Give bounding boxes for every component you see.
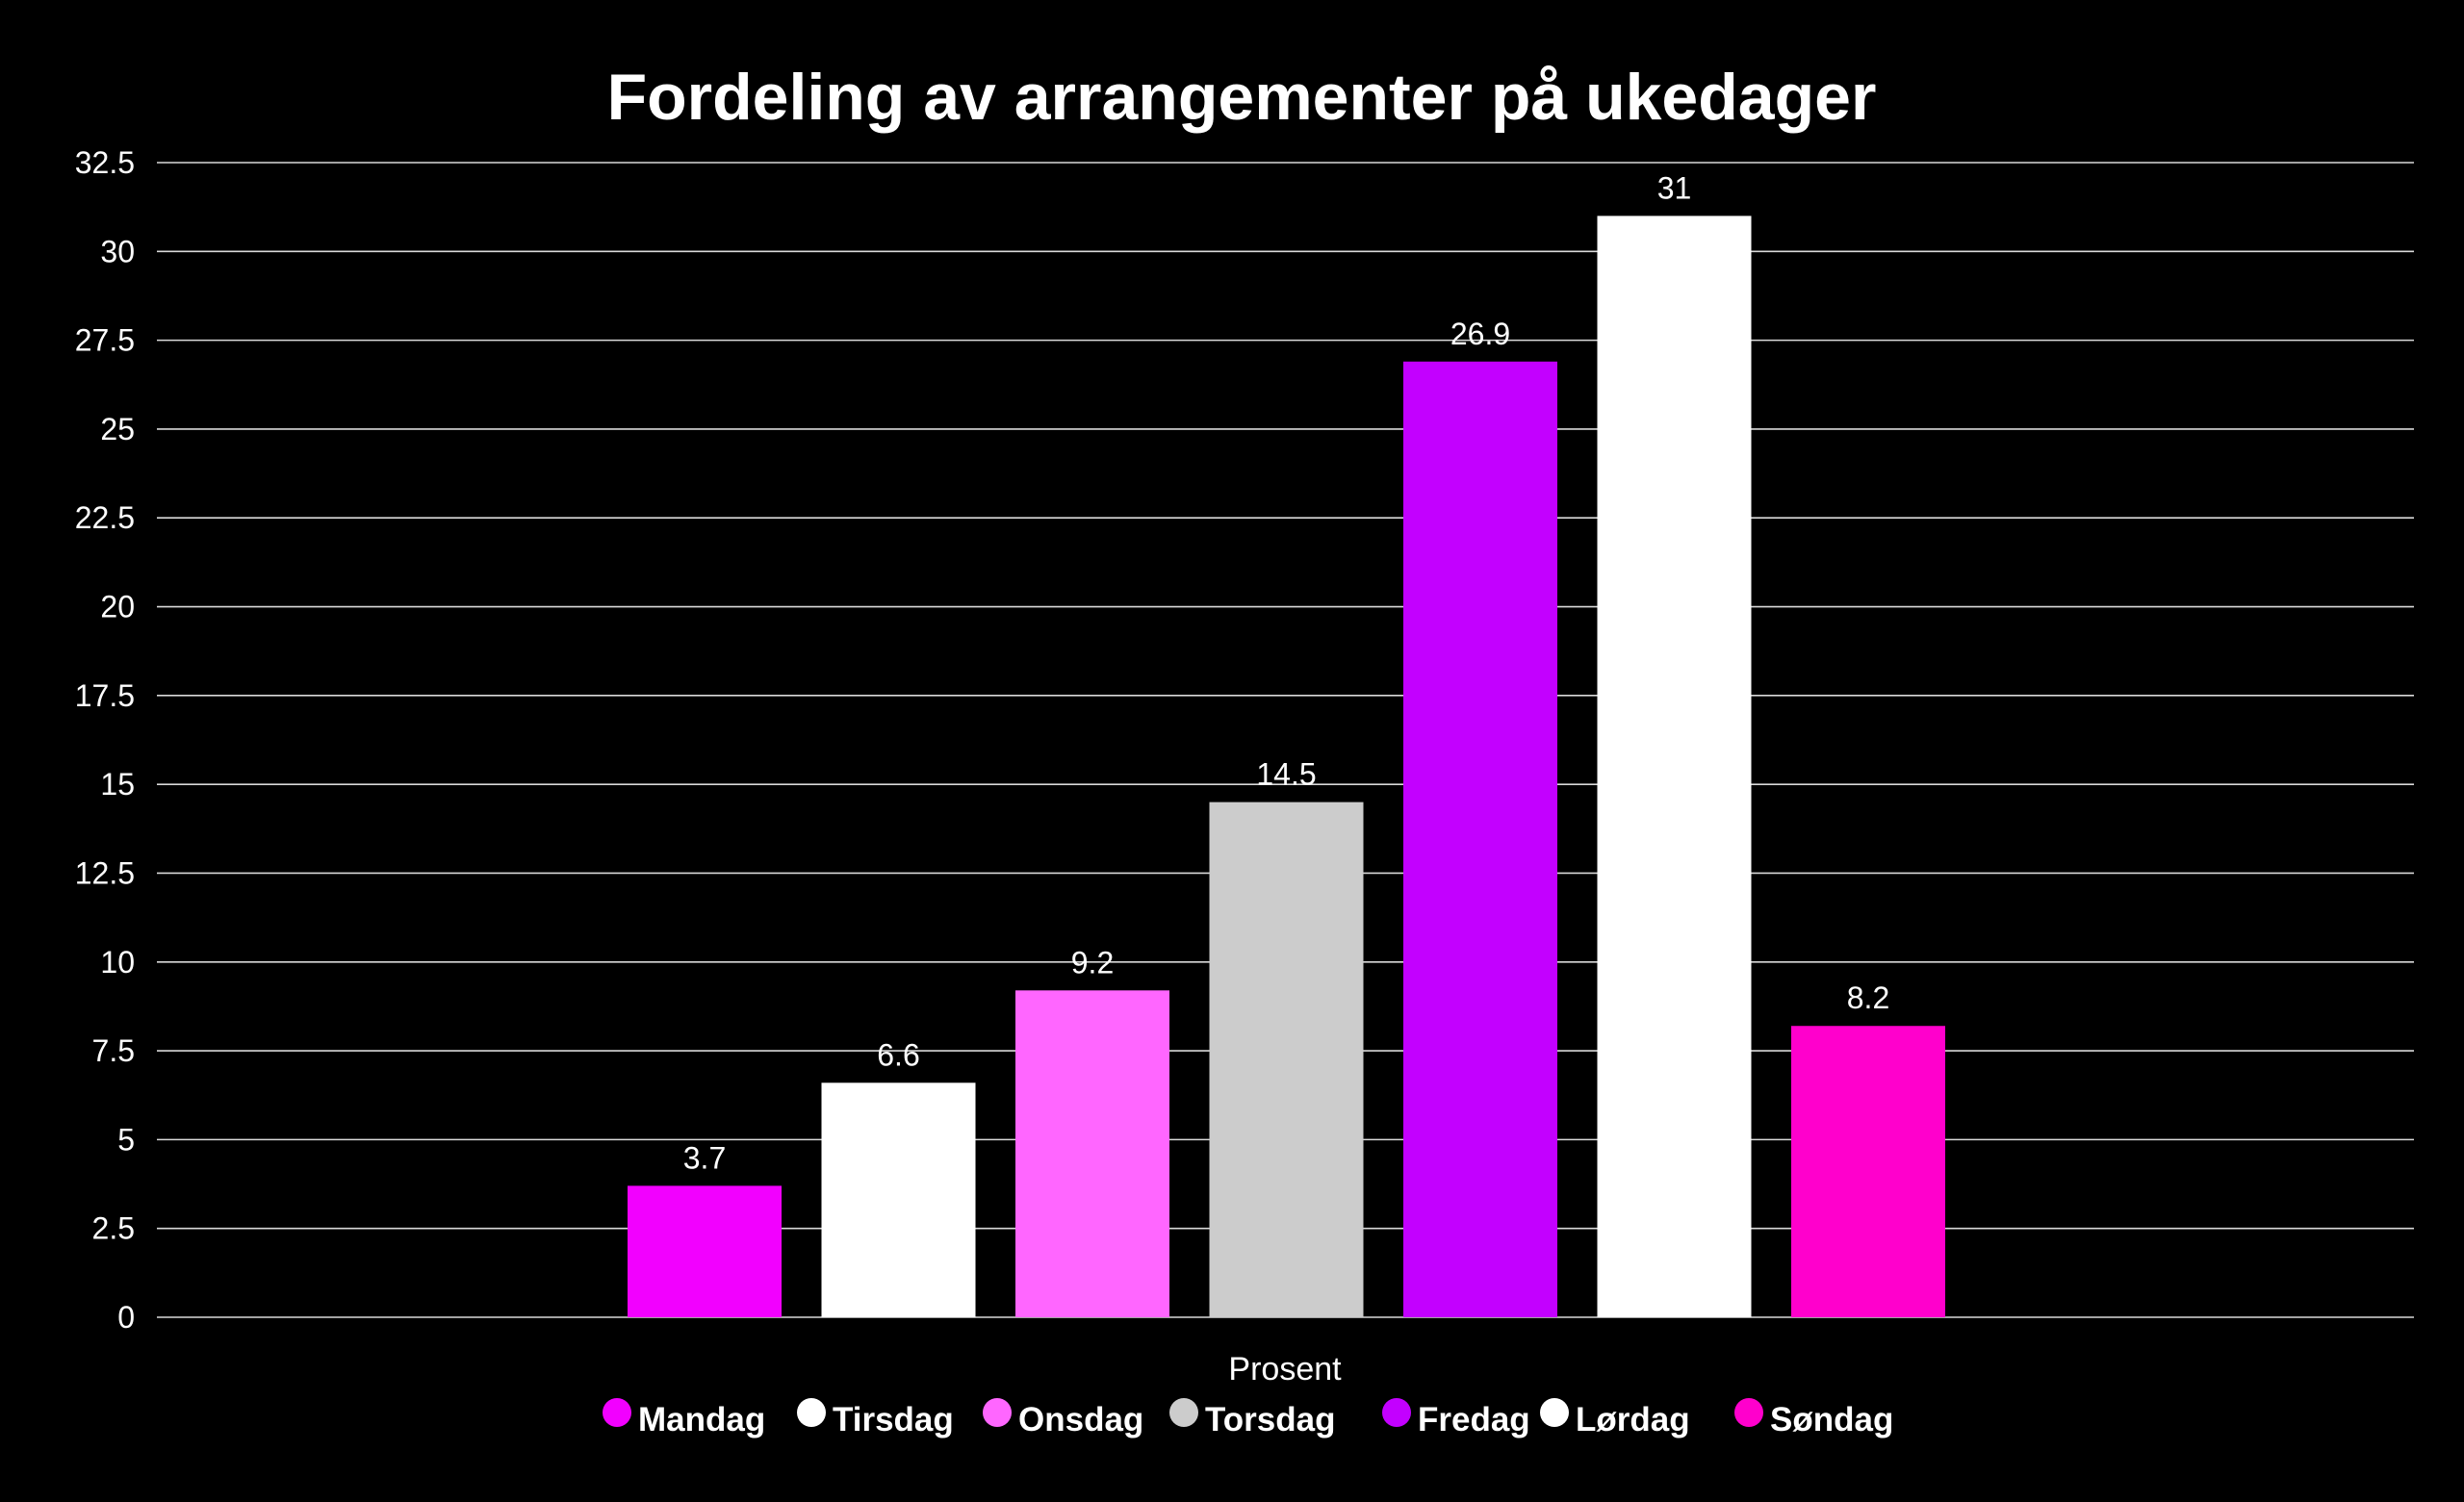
data-label: 3.7 — [683, 1140, 726, 1175]
y-tick-label: 22.5 — [75, 500, 135, 535]
chart-title: Fordeling av arrangementer på ukedager — [607, 61, 1877, 134]
legend-swatch — [1169, 1398, 1198, 1427]
data-label: 8.2 — [1847, 980, 1889, 1015]
y-tick-label: 15 — [100, 767, 135, 802]
bar-lørdag — [1597, 216, 1752, 1317]
legend-swatch — [983, 1398, 1012, 1427]
y-tick-label: 2.5 — [92, 1211, 135, 1246]
data-label: 9.2 — [1071, 945, 1114, 980]
legend-swatch — [1734, 1398, 1763, 1427]
y-tick-label: 30 — [100, 234, 135, 268]
legend-swatch — [1540, 1398, 1569, 1427]
y-tick-label: 32.5 — [75, 145, 135, 180]
data-label: 6.6 — [877, 1037, 919, 1072]
bar-onsdag — [1015, 990, 1169, 1317]
legend-entry: Onsdag — [1018, 1401, 1143, 1438]
y-tick-label: 25 — [100, 412, 135, 446]
legend-swatch — [603, 1398, 631, 1427]
bar-torsdag — [1209, 802, 1364, 1317]
legend-entry: Lørdag — [1576, 1401, 1690, 1438]
legend-entry: Fredag — [1418, 1401, 1530, 1438]
legend-entry: Torsdag — [1205, 1401, 1335, 1438]
bar-søndag — [1791, 1026, 1945, 1317]
bar-fredag — [1403, 361, 1557, 1317]
bar-tirsdag — [821, 1082, 976, 1317]
x-axis-label: Prosent — [1228, 1351, 1342, 1387]
data-labels: 3.7 6.6 9.2 14.5 26.9 31 8.2 — [683, 170, 1889, 1175]
y-tick-label: 12.5 — [75, 855, 135, 890]
y-tick-label: 17.5 — [75, 678, 135, 713]
y-tick-label: 0 — [117, 1300, 135, 1335]
legend-entry: Søndag — [1770, 1401, 1893, 1438]
y-tick-label: 10 — [100, 945, 135, 980]
legend-entry: Tirsdag — [833, 1401, 954, 1438]
bar-mandag — [628, 1185, 782, 1317]
bars — [628, 216, 1945, 1317]
y-tick-label: 20 — [100, 590, 135, 624]
y-tick-label: 27.5 — [75, 323, 135, 358]
legend-entry: Mandag — [638, 1401, 765, 1438]
data-label: 31 — [1657, 170, 1692, 205]
y-axis-ticks: 0 2.5 5 7.5 10 12.5 15 17.5 20 22.5 25 27.5 30 32.5 — [75, 145, 135, 1335]
y-tick-label: 5 — [117, 1122, 135, 1157]
legend-swatch — [1382, 1398, 1411, 1427]
data-label: 26.9 — [1450, 317, 1510, 351]
y-tick-label: 7.5 — [92, 1033, 135, 1068]
legend: Mandag Tirsdag Onsdag Torsdag Fredag Lørdag Sø… — [603, 1398, 1893, 1438]
legend-swatch — [797, 1398, 826, 1427]
data-label: 14.5 — [1256, 757, 1316, 792]
